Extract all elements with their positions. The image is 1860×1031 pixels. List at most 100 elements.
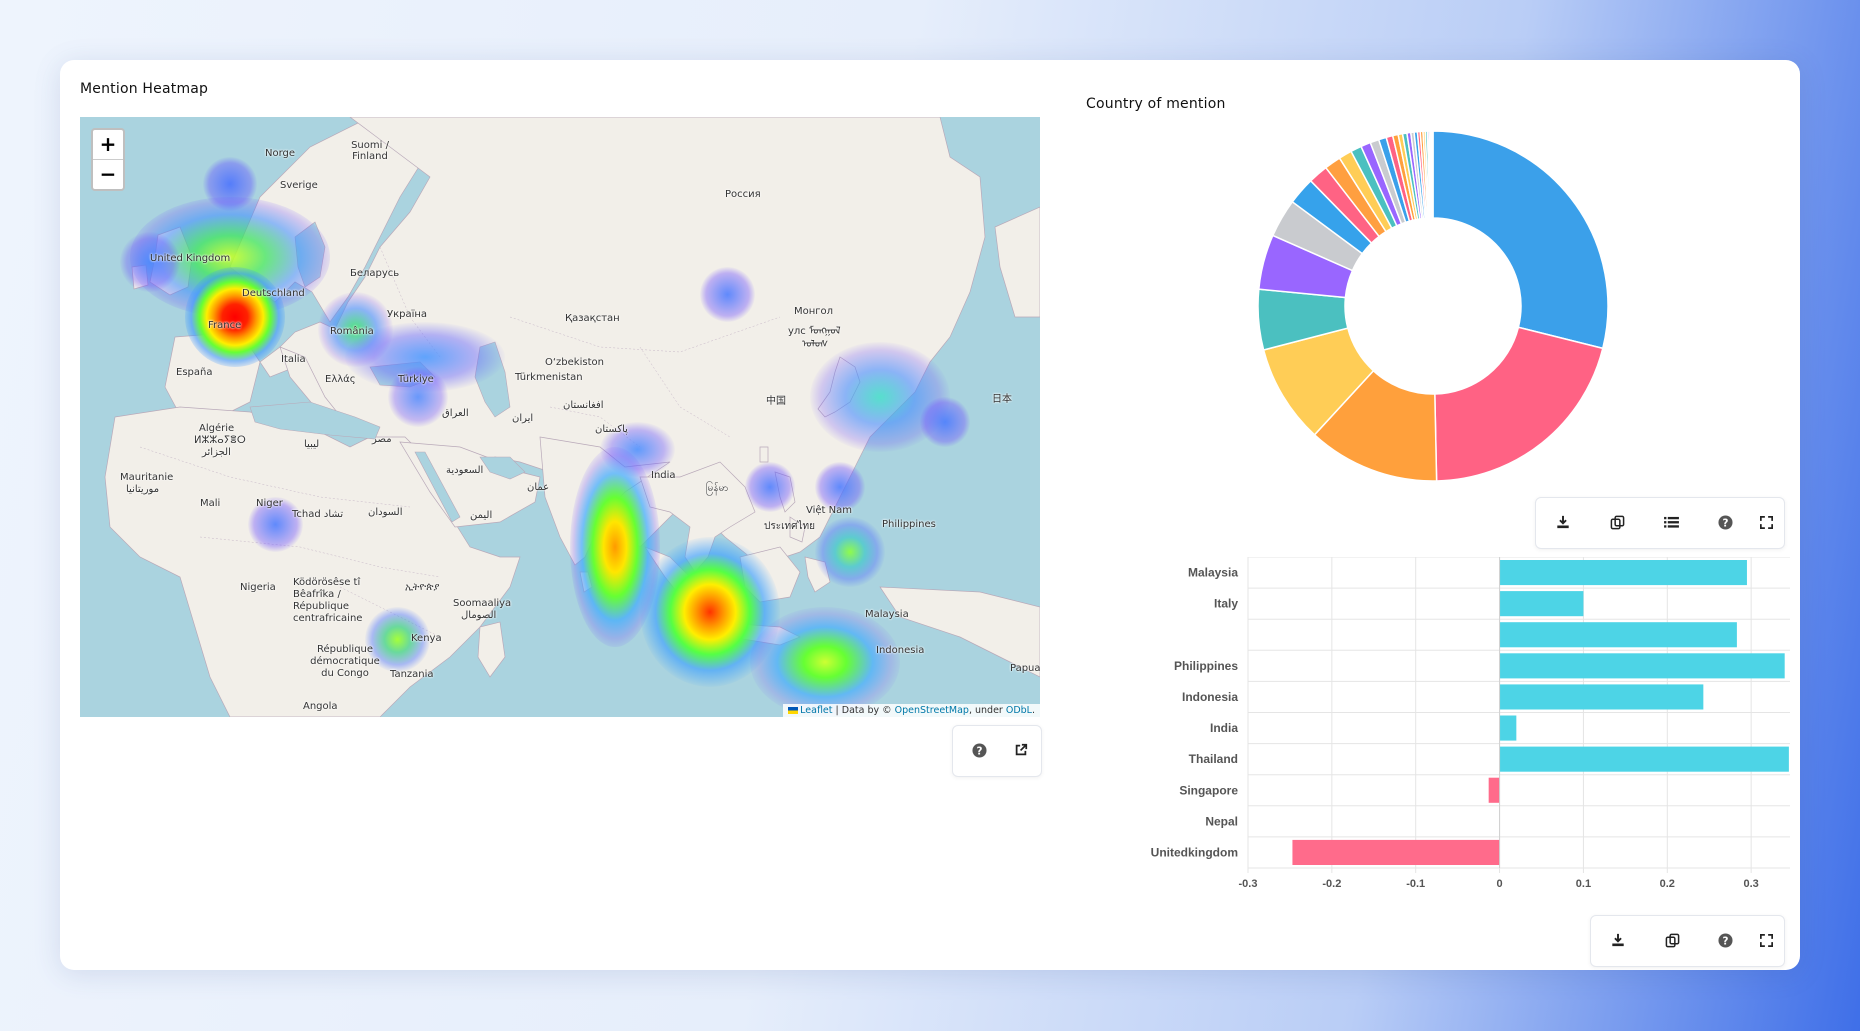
help-icon: ? — [971, 742, 987, 758]
svg-text:?: ? — [1722, 517, 1728, 529]
attribution-text: , under — [968, 705, 1006, 716]
bar-category-label: Nepal — [1205, 814, 1238, 828]
bar[interactable] — [1292, 839, 1500, 865]
svg-text:?: ? — [976, 745, 982, 757]
map-label: Ελλάς — [325, 374, 356, 385]
map-label: India — [651, 470, 676, 481]
x-tick-label: 0.2 — [1660, 878, 1675, 890]
map-label: عمان — [527, 482, 550, 493]
donut-toolbar: ? — [1535, 497, 1785, 549]
bar-toolbar: ? — [1590, 915, 1785, 967]
map-label: السعودية — [446, 465, 484, 476]
donut-slice[interactable] — [1432, 130, 1609, 350]
map-label: Türkmenistan — [515, 372, 583, 383]
openstreetmap-link[interactable]: OpenStreetMap — [894, 705, 969, 716]
help-button[interactable]: ? — [968, 739, 990, 761]
bar[interactable] — [1488, 777, 1500, 803]
bar-category-label: Singapore — [1179, 783, 1238, 797]
download-button[interactable] — [1552, 511, 1574, 533]
map-label: Tchad تشاد — [292, 509, 344, 520]
map-label: Suomi / Finland — [351, 140, 389, 162]
map-label: Malaysia — [865, 609, 909, 620]
map-label: Algérie — [199, 423, 235, 434]
map-label: Mauritanie — [120, 472, 174, 483]
bar[interactable] — [1499, 715, 1517, 741]
attribution-text: . — [1031, 705, 1035, 716]
bar[interactable] — [1499, 591, 1584, 617]
heatmap-title: Mention Heatmap — [80, 81, 209, 97]
map-label: پاکستان — [595, 424, 628, 435]
map-label: Ködörösêse tî Bêafrîka / République cent… — [293, 577, 363, 624]
map-label: ⵍⵣⵣⴰⵢⴻⵔ — [194, 435, 246, 446]
map-label: Deutschland — [242, 288, 305, 299]
donut-title: Country of mention — [1086, 96, 1226, 112]
map-label: السودان — [368, 507, 403, 518]
copy-icon — [1665, 933, 1679, 947]
help-button[interactable]: ? — [1714, 929, 1736, 951]
copy-button[interactable] — [1606, 511, 1628, 533]
odbl-link[interactable]: ODbL — [1005, 705, 1032, 716]
map-label: Қазақстан — [565, 313, 620, 324]
fullscreen-button[interactable] — [1755, 929, 1777, 951]
zoom-out-button[interactable]: − — [99, 162, 117, 186]
map-label: Nigeria — [240, 582, 276, 593]
map-label: Philippines — [882, 519, 936, 530]
list-icon — [1663, 516, 1679, 528]
fullscreen-button[interactable] — [1755, 511, 1777, 533]
attribution-text: | Data by © — [832, 705, 895, 716]
heatmap-map[interactable]: Norge Suomi / Finland Sverige Россия Uni… — [80, 117, 1040, 717]
map-label: Soomaaliya — [453, 598, 512, 609]
download-button[interactable] — [1607, 929, 1629, 951]
map-label: مصر — [372, 434, 392, 445]
bar[interactable] — [1499, 622, 1737, 648]
help-icon: ? — [1717, 932, 1733, 948]
map-label: Sverige — [280, 180, 318, 191]
map-label: Niger — [256, 498, 283, 509]
donut-slice[interactable] — [1431, 130, 1434, 219]
map-label: မြန်မာ — [706, 483, 729, 494]
map-label: Беларусь — [350, 268, 400, 279]
map-label: Angola — [303, 701, 338, 712]
bar-category-label: India — [1210, 721, 1238, 735]
ukraine-flag-icon — [788, 707, 799, 714]
bar-category-label: Indonesia — [1182, 690, 1238, 704]
map-label: ประเทศไทย — [764, 521, 815, 532]
open-external-button[interactable] — [1010, 739, 1032, 761]
donut-chart[interactable] — [1253, 126, 1613, 486]
help-icon: ? — [1717, 514, 1733, 530]
list-view-button[interactable] — [1660, 511, 1682, 533]
map-label: Việt Nam — [806, 505, 853, 516]
copy-button[interactable] — [1661, 929, 1683, 951]
x-tick-label: 0.3 — [1743, 878, 1758, 890]
map-label: România — [330, 326, 374, 337]
map-label: 中国 — [766, 396, 786, 407]
map-label: اليمن — [470, 510, 493, 521]
map-label: улс ᠮᠣᠩᠭᠣᠯ — [788, 326, 841, 337]
zoom-in-button[interactable]: + — [93, 130, 123, 160]
map-label: Монгол — [794, 306, 834, 317]
map-label: موريتانيا — [126, 484, 160, 495]
map-label: ኢትዮጵያ — [405, 582, 440, 593]
map-label: Україна — [387, 309, 428, 320]
map-label: Indonesia — [876, 645, 925, 656]
bar-category-label: Philippines — [1174, 659, 1238, 673]
map-label: United Kingdom — [150, 253, 231, 264]
donut-slice[interactable] — [1434, 326, 1604, 482]
bar-category-label: Malaysia — [1188, 566, 1238, 580]
bar[interactable] — [1499, 684, 1704, 710]
x-tick-label: -0.1 — [1406, 878, 1425, 890]
map-label: Tanzania — [390, 669, 434, 680]
fullscreen-icon — [1759, 515, 1773, 529]
svg-text:?: ? — [1722, 935, 1728, 947]
leaflet-link[interactable]: Leaflet — [800, 705, 833, 716]
map-label: Kenya — [411, 633, 442, 644]
copy-icon — [1610, 515, 1624, 529]
help-button[interactable]: ? — [1714, 511, 1736, 533]
bar[interactable] — [1499, 560, 1747, 586]
bar-chart[interactable]: -0.3-0.2-0.100.10.20.30.4MalaysiaItalyPh… — [1070, 557, 1790, 907]
x-tick-label: 0.1 — [1576, 878, 1591, 890]
bar[interactable] — [1499, 746, 1789, 772]
bar-category-label: Unitedkingdom — [1151, 845, 1238, 859]
map-label: 日本 — [992, 394, 1012, 405]
bar[interactable] — [1499, 653, 1785, 679]
